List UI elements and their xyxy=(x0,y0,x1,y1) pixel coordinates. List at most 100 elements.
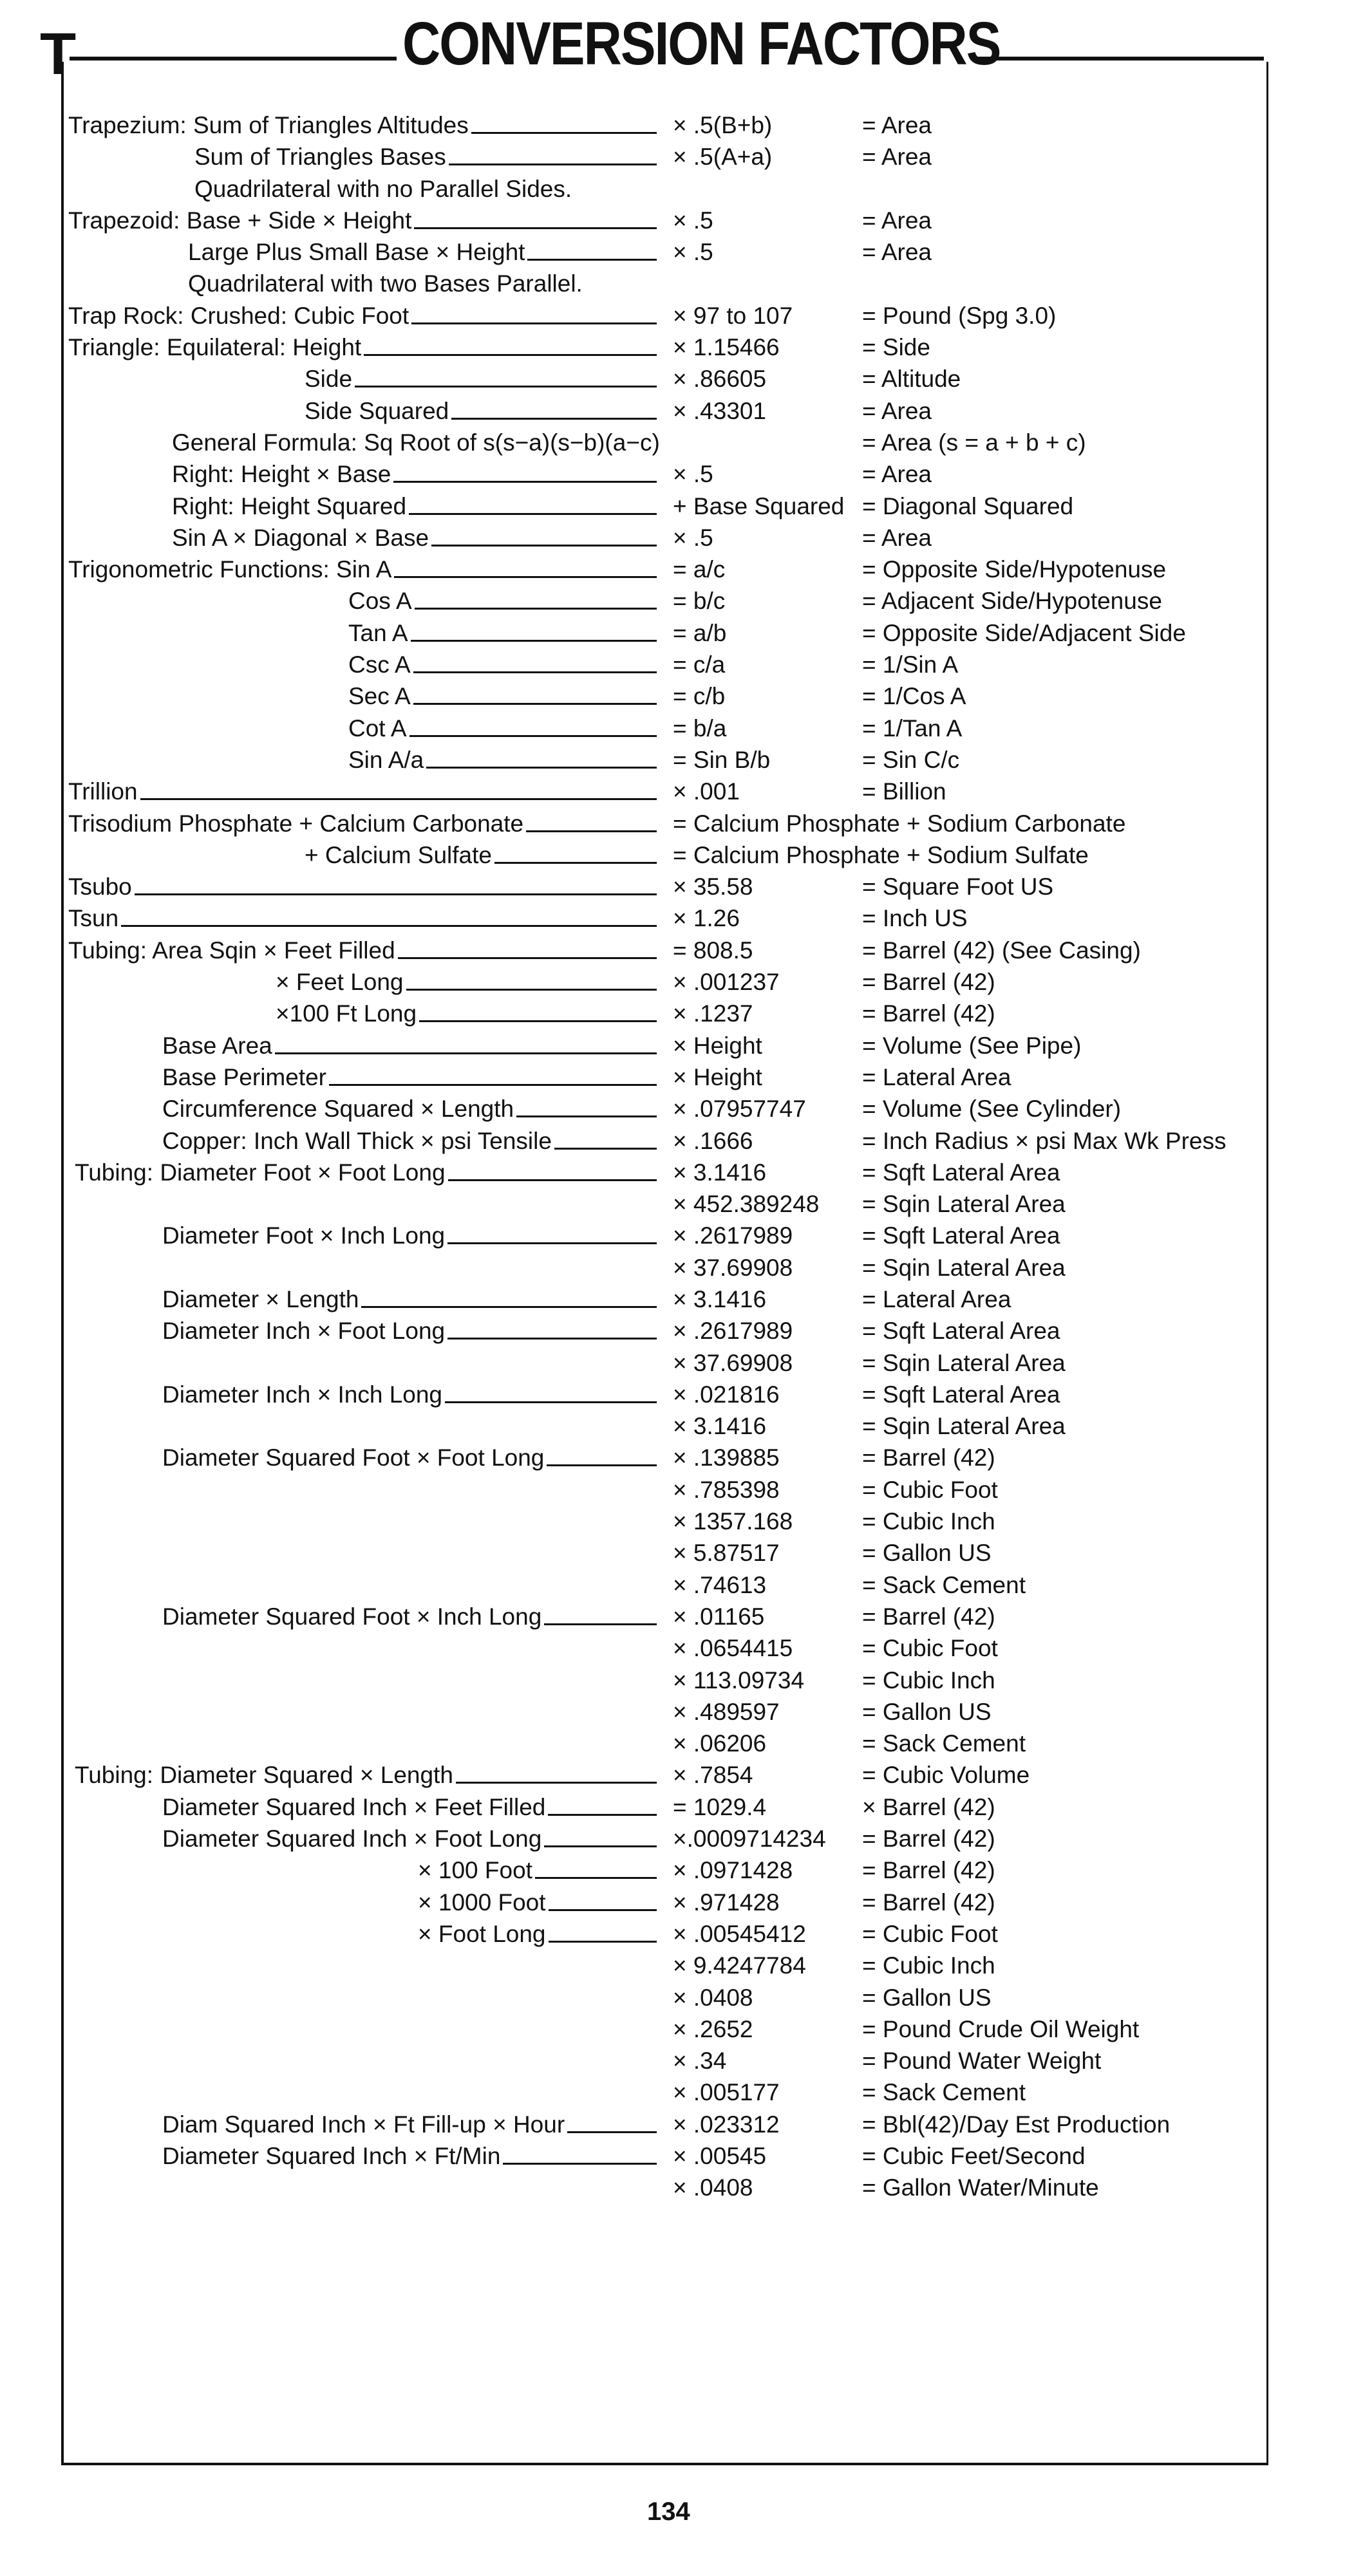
leader-line xyxy=(426,766,657,769)
table-row: Tubing: Area Sqin × Feet Filled = 808.5 = … xyxy=(0,935,1345,966)
row-label-group: Diameter Squared Inch × Ft/Min xyxy=(162,2140,657,2172)
row-label: Tan A xyxy=(348,619,408,646)
row-factor: = a/c xyxy=(673,556,726,583)
row-result: = 1/Cos A xyxy=(862,683,966,710)
leader-line xyxy=(121,925,657,928)
row-label: Sec A xyxy=(348,683,411,710)
leader-line xyxy=(534,1877,657,1880)
table-row: × 3.1416 = Sqin Lateral Area xyxy=(0,1410,1345,1442)
row-label-group: Diameter Squared Foot × Foot Long xyxy=(162,1442,657,1473)
table-row: Diameter Inch × Inch Long × .021816 = Sqft… xyxy=(0,1379,1345,1410)
table-row: × 5.87517 = Gallon US xyxy=(0,1537,1345,1569)
row-factor: = a/b xyxy=(673,619,727,646)
row-factor: × 37.69908 xyxy=(673,1349,793,1376)
row-label-group: Diameter Inch × Foot Long xyxy=(162,1315,657,1347)
leader-line xyxy=(409,734,657,737)
row-label-group: Diameter Squared Foot × Inch Long xyxy=(162,1601,657,1632)
title-rule-left xyxy=(70,57,397,61)
row-label-group: Csc A xyxy=(348,649,657,680)
row-label-group: Trap Rock: Crushed: Cubic Foot xyxy=(68,300,657,331)
row-label-group: Copper: Inch Wall Thick × psi Tensile xyxy=(162,1125,657,1157)
table-row: Diam Squared Inch × Ft Fill-up × Hour × .… xyxy=(0,2109,1345,2140)
leader-line xyxy=(397,957,657,959)
row-result: = Sin C/c xyxy=(862,746,960,773)
row-result: = Volume (See Pipe) xyxy=(862,1032,1082,1059)
row-label: Diameter Foot × Inch Long xyxy=(162,1222,446,1249)
row-result: = Inch US xyxy=(862,905,968,932)
leader-line xyxy=(419,1020,657,1023)
row-label-group: × 1000 Foot xyxy=(418,1887,657,1918)
leader-line xyxy=(471,132,657,134)
row-label: Diameter Squared Inch × Feet Filled xyxy=(162,1793,546,1820)
row-result: = Adjacent Side/Hypotenuse xyxy=(862,588,1162,615)
table-row: × .0408 = Gallon US xyxy=(0,1982,1345,2013)
row-label-group: Diam Squared Inch × Ft Fill-up × Hour xyxy=(162,2109,657,2140)
section-letter: T xyxy=(40,21,77,87)
row-label: Side Squared xyxy=(305,397,449,424)
row-factor: ×.0009714234 xyxy=(673,1825,826,1853)
table-row: Trap Rock: Crushed: Cubic Foot × 97 to 10… xyxy=(0,300,1345,331)
row-label-group: Triangle: Equilateral: Height xyxy=(68,331,657,363)
row-label: Trigonometric Functions: Sin A xyxy=(68,556,392,583)
row-label-group: Diameter Foot × Inch Long xyxy=(162,1220,657,1251)
table-row: × Feet Long × .001237 = Barrel (42) xyxy=(0,966,1345,998)
row-label-group: Sec A xyxy=(348,680,657,712)
row-result: = Sqft Lateral Area xyxy=(862,1318,1060,1345)
page-number: 134 xyxy=(647,2497,690,2526)
table-row: Tsubo × 35.58 = Square Foot US xyxy=(0,871,1345,902)
table-row: ×100 Ft Long × .1237 = Barrel (42) xyxy=(0,998,1345,1029)
table-row: Trapezoid: Base + Side × Height × .5 = Are… xyxy=(0,205,1345,236)
table-row: Diameter Squared Inch × Ft/Min × .00545 = … xyxy=(0,2140,1345,2172)
row-factor: × .0408 xyxy=(673,2174,753,2201)
row-label: Tubing: Area Sqin × Feet Filled xyxy=(68,937,395,964)
table-row: × .785398 = Cubic Foot xyxy=(0,1474,1345,1506)
table-row: × .0408 = Gallon Water/Minute xyxy=(0,2172,1345,2203)
table-row: Diameter Inch × Foot Long × .2617989 = Sqf… xyxy=(0,1315,1345,1347)
row-factor: × .005177 xyxy=(673,2079,780,2106)
row-factor: = Calcium Phosphate + Sodium Sulfate xyxy=(673,841,1089,868)
leader-line xyxy=(548,1909,657,1911)
row-result: = Area (s = a + b + c) xyxy=(862,429,1086,456)
row-label: Trillion xyxy=(68,778,138,805)
row-result: = Barrel (42) xyxy=(862,1000,995,1027)
row-label-group: Sin A × Diagonal × Base xyxy=(172,522,657,554)
row-result: = Area xyxy=(862,207,932,234)
conversion-table: Trapezium: Sum of Triangles Altitudes × .… xyxy=(0,109,1345,2204)
row-label: Base Perimeter xyxy=(162,1063,326,1090)
table-row: Sec A = c/b = 1/Cos A xyxy=(0,680,1345,712)
leader-line xyxy=(448,163,657,166)
row-factor: × Height xyxy=(673,1063,762,1090)
leader-line xyxy=(134,893,657,896)
row-factor: × 1.26 xyxy=(673,905,740,932)
row-result: = Area xyxy=(862,112,932,138)
table-row: × 100 Foot × .0971428 = Barrel (42) xyxy=(0,1854,1345,1886)
row-result: = Sqft Lateral Area xyxy=(862,1222,1060,1249)
content-frame xyxy=(61,62,1268,2465)
leader-line xyxy=(526,830,657,832)
row-label: Side xyxy=(305,366,353,393)
row-label-group: Quadrilateral with no Parallel Sides. xyxy=(194,173,572,205)
row-factor: × .2617989 xyxy=(673,1318,793,1345)
row-factor: × .0971428 xyxy=(673,1857,793,1884)
table-row: Diameter Squared Inch × Feet Filled = 102… xyxy=(0,1791,1345,1823)
row-result: = Sqin Lateral Area xyxy=(862,1191,1066,1218)
row-label-group: Trisodium Phosphate + Calcium Carbonate xyxy=(68,808,657,839)
leader-line xyxy=(140,798,657,801)
leader-line xyxy=(544,1623,657,1625)
row-result: = Barrel (42) xyxy=(862,1603,995,1630)
leader-line xyxy=(393,481,657,483)
row-result: = Gallon Water/Minute xyxy=(862,2174,1099,2201)
row-factor: × 3.1416 xyxy=(673,1159,767,1186)
row-factor: × .139885 xyxy=(673,1444,780,1471)
row-label: Trapezoid: Base + Side × Height xyxy=(68,207,412,234)
row-label-group: Tubing: Diameter Foot × Foot Long xyxy=(75,1157,657,1188)
row-result: = Area xyxy=(862,461,932,488)
leader-line xyxy=(411,322,657,324)
row-factor: = Sin B/b xyxy=(673,746,771,773)
row-result: × Barrel (42) xyxy=(862,1793,995,1820)
row-result: = Cubic Feet/Second xyxy=(862,2143,1086,2169)
row-factor: × 35.58 xyxy=(673,873,753,901)
row-label-group: Trapezium: Sum of Triangles Altitudes xyxy=(68,109,657,141)
row-result: = Side xyxy=(862,334,930,361)
row-factor: × 3.1416 xyxy=(673,1413,767,1440)
